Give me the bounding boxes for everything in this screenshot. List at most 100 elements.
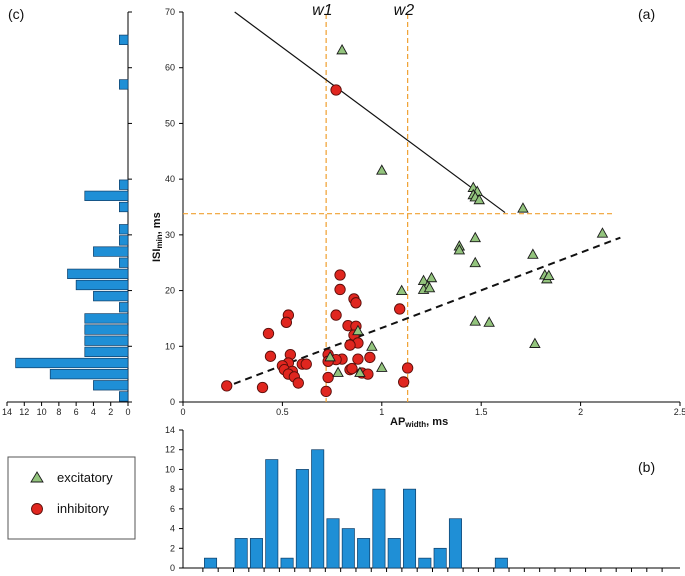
- c-bar: [93, 291, 129, 302]
- b-bar: [234, 538, 248, 569]
- c-bar: [119, 257, 129, 268]
- excitatory-point: [543, 269, 555, 280]
- a-y-tick-label: 0: [170, 397, 175, 407]
- inhibitory-point: [264, 350, 277, 362]
- b-y-tick-label: 0: [170, 563, 175, 573]
- a-x-tick-label: 1: [379, 407, 384, 417]
- threshold-label-w2: w2: [394, 2, 415, 19]
- excitatory-point: [423, 281, 436, 293]
- inhibitory-point: [320, 385, 332, 398]
- a-y-tick-label: 40: [165, 174, 175, 184]
- c-bar: [84, 346, 129, 357]
- c-x-tick-label: 10: [37, 407, 47, 417]
- inhibitory-point: [352, 353, 364, 365]
- b-bar: [387, 538, 401, 569]
- b-bar: [494, 557, 508, 569]
- a-y-tick-label: 70: [165, 7, 175, 17]
- a-x-title-sub: width: [404, 420, 426, 429]
- c-bar: [119, 34, 129, 45]
- b-bar: [280, 557, 294, 569]
- excitatory-point: [425, 271, 438, 283]
- excitatory-point: [366, 340, 378, 351]
- b-bar: [448, 518, 462, 569]
- inhibitory-point: [364, 351, 376, 364]
- scatter-panel: 0 0.5 1 1.5 2 2.5 0 10 20 30 40 50 60 70 (a) w1 w2 AP…: [151, 2, 685, 429]
- a-x-tick-label: 0: [180, 407, 185, 417]
- b-bar: [326, 518, 340, 569]
- b-y-tick-label: 4: [170, 524, 175, 534]
- c-bar: [119, 201, 129, 213]
- c-bar: [119, 391, 129, 402]
- b-bar: [265, 459, 279, 569]
- excitatory-point: [376, 361, 388, 372]
- c-bar: [15, 357, 129, 369]
- c-x-tick-label: 2: [108, 407, 113, 417]
- b-bar: [372, 488, 386, 569]
- excitatory-point: [376, 164, 388, 175]
- legend-label-inhibitory: inhibitory: [57, 501, 110, 516]
- a-y-tick-label: 50: [165, 118, 175, 128]
- inhibitory-point: [221, 380, 233, 392]
- c-bar: [119, 79, 129, 90]
- excitatory-point: [352, 324, 364, 336]
- b-y-tick-label: 14: [165, 425, 175, 435]
- a-x-tick-label: 0.5: [276, 407, 289, 417]
- inhibitory-point: [350, 297, 362, 309]
- c-x-tick-label: 6: [74, 407, 79, 417]
- legend-box: [7, 456, 136, 540]
- c-bar: [84, 335, 129, 346]
- excitatory-point: [469, 315, 482, 326]
- a-y-title-unit: , ms: [151, 212, 163, 234]
- excitatory-point: [473, 193, 485, 205]
- excitatory-point: [529, 337, 541, 348]
- panel-label-a: (a): [638, 6, 655, 22]
- c-bar: [75, 279, 129, 291]
- b-y-tick-label: 2: [170, 543, 175, 553]
- b-bar: [433, 547, 447, 569]
- a-x-axis-title: APwidth, ms: [390, 416, 448, 429]
- inhibitory-point: [262, 327, 275, 340]
- a-y-tick-label: 30: [165, 230, 175, 240]
- fit-line-inhibitory: [222, 236, 621, 390]
- excitatory-point: [336, 43, 348, 55]
- excitatory-point: [517, 202, 529, 213]
- excitatory-point: [596, 227, 609, 238]
- c-x-tick-label: 4: [91, 407, 96, 417]
- c-bar: [67, 268, 129, 279]
- a-x-title-main: AP: [390, 416, 405, 428]
- histogram-apwidth-panel: 0 2 4 6 8 10 12 14 (b): [165, 425, 680, 573]
- a-y-tick-label: 10: [165, 341, 175, 351]
- b-bar: [204, 557, 218, 569]
- excitatory-point: [354, 366, 366, 377]
- excitatory-point: [453, 243, 466, 255]
- inhibitory-point: [398, 376, 410, 388]
- b-y-tick-label: 8: [170, 484, 175, 494]
- fit-line-excitatory: [234, 11, 506, 214]
- panel-label-c: (c): [8, 6, 24, 22]
- legend-marker-inhibitory: [31, 503, 43, 515]
- legend-marker-excitatory: [30, 471, 44, 483]
- a-y-title-sub: min: [155, 234, 164, 248]
- inhibitory-point: [344, 339, 356, 351]
- b-y-tick-label: 6: [170, 504, 175, 514]
- excitatory-point: [324, 350, 336, 362]
- b-bar: [357, 538, 371, 569]
- inhibitory-point: [292, 377, 304, 389]
- inhibitory-point: [334, 269, 346, 281]
- c-bar: [119, 224, 129, 235]
- c-bar: [119, 179, 129, 190]
- b-bar: [341, 528, 355, 569]
- excitatory-point: [483, 316, 495, 327]
- excitatory-point: [332, 366, 344, 377]
- c-bar: [93, 380, 129, 391]
- a-x-tick-label: 2.5: [674, 407, 685, 417]
- c-x-tick-label: 14: [2, 407, 12, 417]
- inhibitory-point: [300, 358, 312, 370]
- excitatory-point: [527, 248, 539, 259]
- inhibitory-point: [256, 381, 269, 394]
- inhibitory-point: [280, 316, 293, 328]
- inhibitory-point: [330, 309, 342, 321]
- inhibitory-point: [362, 368, 374, 380]
- c-x-tick-label: 8: [56, 407, 61, 417]
- a-y-tick-label: 20: [165, 286, 175, 296]
